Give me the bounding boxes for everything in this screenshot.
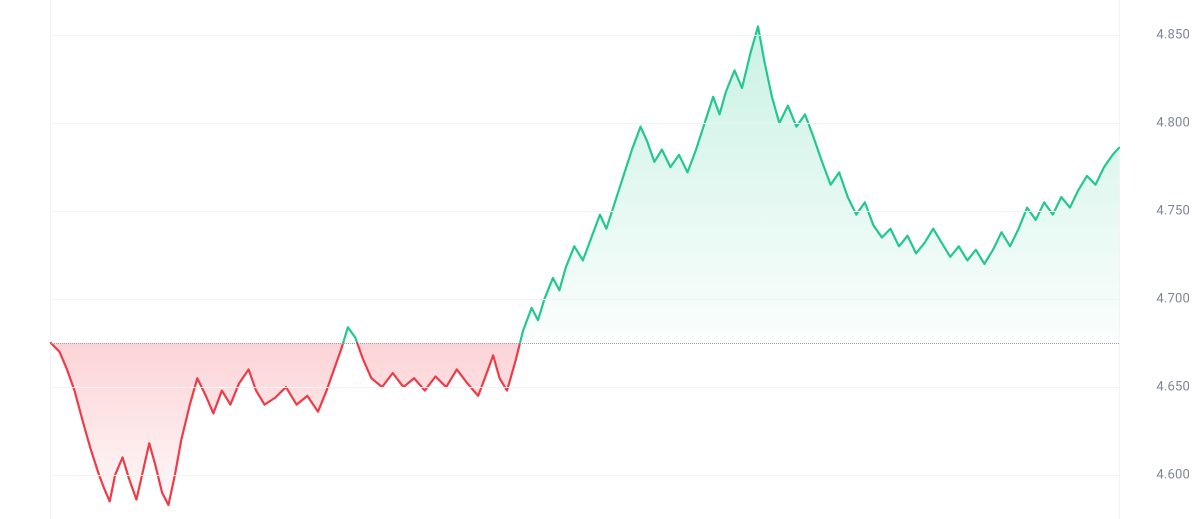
y-tick-label: 4.800 — [1156, 116, 1190, 131]
area-below — [51, 343, 343, 505]
gridline — [51, 211, 1119, 212]
y-tick-label: 4.750 — [1156, 204, 1190, 219]
y-tick-label: 4.650 — [1156, 380, 1190, 395]
price-chart: 4.600 4.650 4.700 4.750 4.800 4.850 — [0, 0, 1200, 519]
y-tick-label: 4.600 — [1156, 468, 1190, 483]
plot-area[interactable] — [50, 0, 1120, 519]
baseline — [51, 343, 1119, 344]
gridline — [51, 387, 1119, 388]
gridline — [51, 299, 1119, 300]
area-above — [520, 26, 1119, 343]
gridline — [51, 35, 1119, 36]
y-axis-labels: 4.600 4.650 4.700 4.750 4.800 4.850 — [1130, 0, 1200, 519]
gridline — [51, 475, 1119, 476]
y-tick-label: 4.700 — [1156, 292, 1190, 307]
y-tick-label: 4.850 — [1156, 28, 1190, 43]
gridline — [51, 123, 1119, 124]
chart-svg — [51, 0, 1119, 519]
